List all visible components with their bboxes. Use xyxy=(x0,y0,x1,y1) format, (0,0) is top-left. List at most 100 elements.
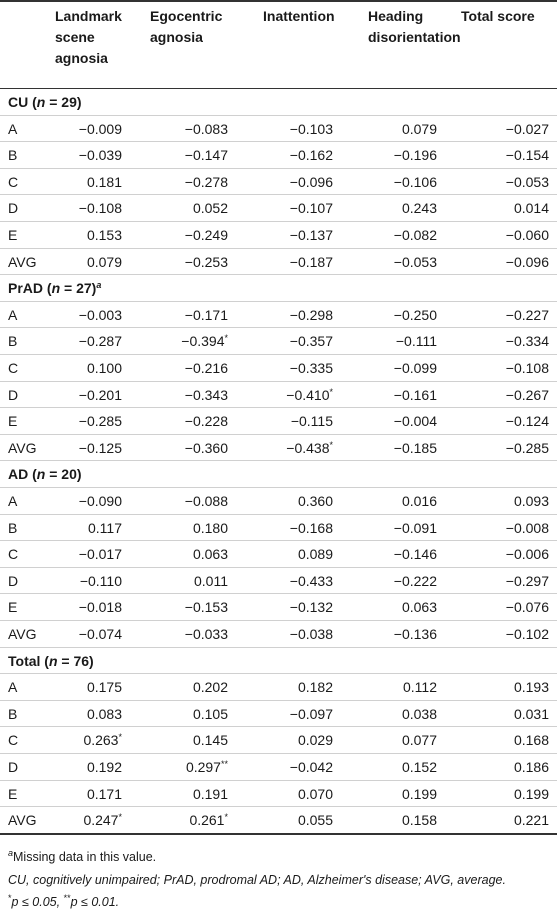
cell: −0.110 xyxy=(79,572,122,589)
group-title: Total (n = 76) xyxy=(8,648,94,674)
row-rule xyxy=(0,114,557,116)
cell: −0.102 xyxy=(505,626,549,642)
row-rule xyxy=(0,380,557,382)
cell: 0.083 xyxy=(86,705,122,722)
cell: 0.171 xyxy=(86,785,122,802)
cell: −0.111 xyxy=(395,333,437,350)
row-rule xyxy=(0,593,557,595)
cell: −0.154 xyxy=(505,147,549,164)
cell: 0.077 xyxy=(401,732,437,749)
cell: −0.162 xyxy=(289,147,333,164)
cell-value: 0.297 xyxy=(185,759,221,775)
cell: −0.267 xyxy=(505,386,549,403)
cell: 0.182 xyxy=(297,679,333,696)
cell: −0.074 xyxy=(78,626,122,642)
cell: −0.357 xyxy=(289,333,333,350)
footnote: CU, cognitively unimpaired; PrAD, prodro… xyxy=(8,870,506,890)
cell: −0.003 xyxy=(78,306,122,323)
cell: 0.193 xyxy=(513,679,549,696)
row-rule xyxy=(0,513,557,515)
cell: −0.147 xyxy=(184,147,228,164)
group-footnote-mark: a xyxy=(96,280,102,291)
header-rule xyxy=(0,88,557,89)
row-rule xyxy=(0,753,557,754)
cell: 0.360 xyxy=(297,493,333,509)
row-rule xyxy=(0,141,557,143)
column-header: Total score xyxy=(461,8,535,24)
row-rule xyxy=(0,540,557,542)
row-rule xyxy=(0,673,557,675)
row-rule xyxy=(0,247,557,249)
row-rule xyxy=(0,274,557,276)
cell: 0.199 xyxy=(401,785,437,802)
cell: −0.227 xyxy=(505,306,549,323)
cell: −0.053 xyxy=(393,253,437,270)
cell: −0.106 xyxy=(393,173,437,190)
group-title-part: AD ( xyxy=(8,466,37,483)
row-label: E xyxy=(8,599,18,616)
row-label: E xyxy=(8,413,18,430)
cell: −0.250 xyxy=(393,306,437,323)
cell: 0.180 xyxy=(192,519,228,536)
group-title-part: = 27) xyxy=(60,280,97,297)
cell: 0.093 xyxy=(513,493,549,509)
row-rule xyxy=(0,354,557,355)
cell-value: −0.394 xyxy=(181,333,225,350)
group-title-part: n xyxy=(36,466,46,483)
row-label: AVG xyxy=(8,812,37,829)
cell: −0.298 xyxy=(289,306,333,323)
row-label: A xyxy=(8,306,18,323)
cell: −0.146 xyxy=(393,546,437,563)
cell: 0.263* xyxy=(83,727,122,753)
row-label: B xyxy=(8,147,18,164)
row-rule xyxy=(0,726,557,728)
column-header: Landmark scene agnosia xyxy=(55,8,122,66)
cell: −0.107 xyxy=(289,200,333,217)
cell: 0.079 xyxy=(86,253,122,270)
footnote-text: a xyxy=(8,848,14,858)
column-header: Inattention xyxy=(263,8,335,24)
group-title-part: PrAD ( xyxy=(8,280,52,297)
group-title-part: n xyxy=(36,94,46,110)
cell: −0.009 xyxy=(78,120,122,137)
cell: −0.153 xyxy=(184,599,228,616)
footnote: aMissing data in this value. xyxy=(8,847,156,867)
row-label: D xyxy=(8,759,19,775)
footnote-text: CU, cognitively unimpaired; PrAD, prodro… xyxy=(8,873,506,887)
row-rule xyxy=(0,620,557,621)
row-label: C xyxy=(8,546,19,563)
cell-value: −0.410 xyxy=(286,386,330,403)
cell: −0.033 xyxy=(184,626,228,642)
cell: −0.096 xyxy=(505,253,549,270)
footnote-text: * xyxy=(8,893,12,903)
row-rule xyxy=(0,646,557,648)
significance-mark: * xyxy=(118,812,122,823)
cell: −0.216 xyxy=(184,360,228,376)
row-rule xyxy=(0,566,557,568)
cell: −0.137 xyxy=(289,227,333,243)
cell: 0.063 xyxy=(192,546,228,563)
row-rule xyxy=(0,194,557,196)
cell: 0.112 xyxy=(403,679,437,696)
row-label: C xyxy=(8,732,19,749)
cell: 0.158 xyxy=(401,812,437,829)
cell: −0.091 xyxy=(393,519,437,536)
row-label: D xyxy=(8,200,19,217)
cell: −0.253 xyxy=(184,253,228,270)
cell: −0.132 xyxy=(289,599,333,616)
row-rule xyxy=(0,779,557,781)
row-rule xyxy=(0,487,557,488)
cell: 0.168 xyxy=(513,732,549,749)
row-rule xyxy=(0,407,557,409)
footnote-text: p ≤ 0.05, xyxy=(11,895,64,909)
cell: −0.124 xyxy=(505,413,549,430)
cell: −0.017 xyxy=(78,546,122,563)
footnote-text: Missing data in this value. xyxy=(13,850,157,864)
cell-value: 0.261 xyxy=(189,812,225,829)
cell: −0.083 xyxy=(184,120,228,137)
row-label: A xyxy=(8,120,18,137)
cell: −0.185 xyxy=(393,439,437,456)
cell: 0.247* xyxy=(83,807,122,833)
cell: −0.433 xyxy=(289,572,333,589)
